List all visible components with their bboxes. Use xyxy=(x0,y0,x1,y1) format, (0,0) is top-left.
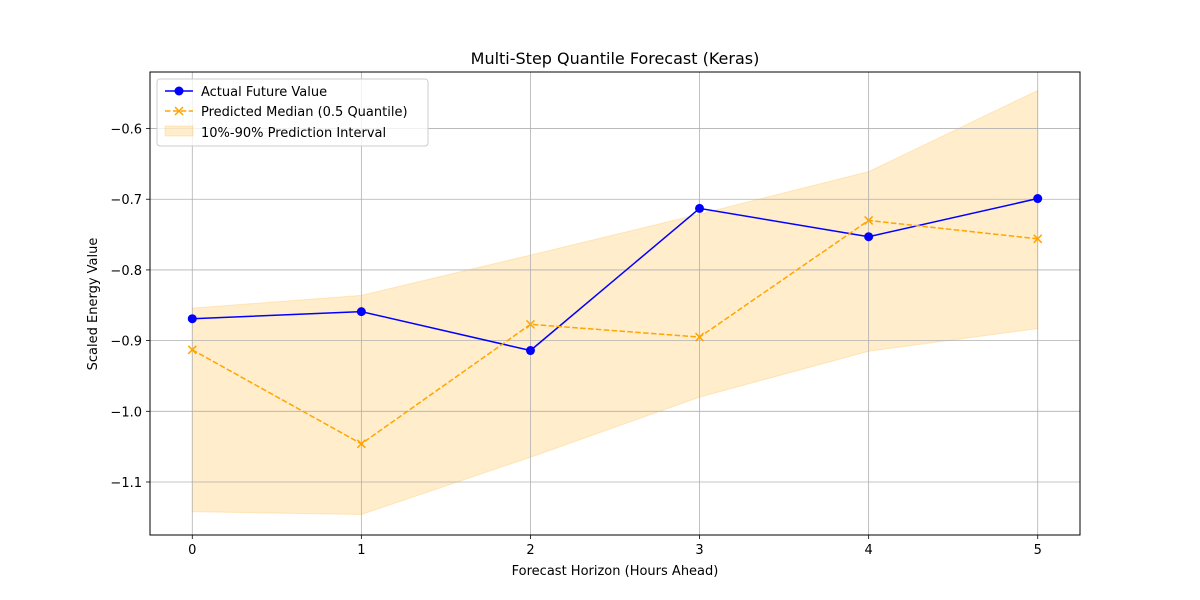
median-point xyxy=(864,215,874,225)
legend-box xyxy=(156,78,429,147)
median-point xyxy=(356,439,366,449)
ticks: 0 1 2 3 4 5 −1.1 −1.0 −0.9 −0.8 −0.7 −0.6 xyxy=(110,123,1041,558)
actual-point xyxy=(695,203,705,213)
actual-point xyxy=(187,314,197,324)
legend-label-actual: Actual Future Value xyxy=(201,85,327,100)
actual-point xyxy=(1033,194,1043,204)
actual-point xyxy=(356,307,366,317)
actual-point xyxy=(525,346,535,356)
x-axis-label: Forecast Horizon (Hours Ahead) xyxy=(512,564,719,579)
x-tick-label: 4 xyxy=(864,543,872,558)
series-line-actual xyxy=(192,197,1038,352)
median-point xyxy=(695,332,705,342)
series-layer xyxy=(187,194,1043,449)
x-tick-label: 3 xyxy=(695,543,703,558)
median-point xyxy=(525,319,535,329)
legend-swatch-interval xyxy=(164,125,194,137)
x-tick-label: 5 xyxy=(1034,543,1042,558)
legend: Actual Future Value Predicted Median (0.… xyxy=(156,78,429,147)
y-tick-label: −0.7 xyxy=(110,193,142,208)
legend-label-interval: 10%-90% Prediction Interval xyxy=(201,126,386,141)
x-tick-label: 0 xyxy=(188,543,196,558)
actual-point xyxy=(864,232,874,242)
chart-title: Multi-Step Quantile Forecast (Keras) xyxy=(471,49,760,68)
x-tick-label: 2 xyxy=(526,543,534,558)
y-tick-label: −0.8 xyxy=(110,264,142,279)
y-tick-label: −1.0 xyxy=(110,405,142,420)
median-point xyxy=(1033,234,1043,244)
plot-frame xyxy=(149,71,1081,536)
legend-item-median: Predicted Median (0.5 Quantile) xyxy=(165,105,408,120)
legend-marker-actual xyxy=(174,86,184,96)
prediction-interval-band xyxy=(191,89,1039,516)
y-tick-label: −0.6 xyxy=(110,123,142,138)
prediction-interval-layer xyxy=(191,89,1039,516)
legend-marker-median xyxy=(174,106,184,116)
y-tick-label: −1.1 xyxy=(110,476,142,491)
series-line-median xyxy=(191,219,1038,445)
y-axis-label: Scaled Energy Value xyxy=(86,238,101,371)
legend-item-interval: 10%-90% Prediction Interval xyxy=(164,125,386,141)
legend-item-actual: Actual Future Value xyxy=(165,85,327,100)
median-point xyxy=(187,345,197,355)
legend-label-median: Predicted Median (0.5 Quantile) xyxy=(201,105,408,120)
x-tick-label: 1 xyxy=(357,543,365,558)
y-tick-label: −0.9 xyxy=(110,335,142,350)
